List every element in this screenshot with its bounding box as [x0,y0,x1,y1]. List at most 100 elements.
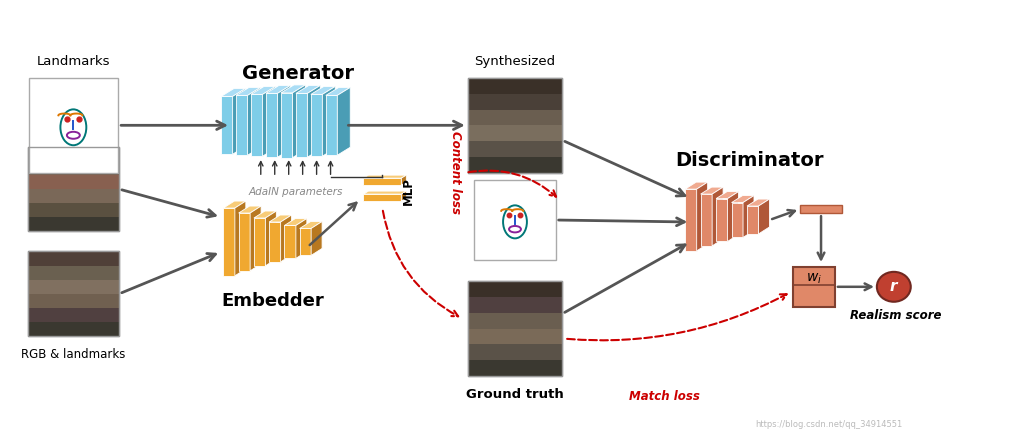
Polygon shape [281,93,292,158]
Polygon shape [697,182,707,251]
Polygon shape [292,85,306,158]
Polygon shape [239,213,250,271]
Polygon shape [732,196,754,202]
Polygon shape [747,206,758,234]
Polygon shape [221,97,233,154]
Polygon shape [284,225,296,258]
Polygon shape [716,198,728,241]
Polygon shape [235,201,246,276]
Text: Synthesized: Synthesized [474,55,556,68]
Polygon shape [224,208,235,276]
Polygon shape [728,192,739,241]
Polygon shape [247,88,261,155]
Text: https://blog.csdn.net/qq_34914551: https://blog.csdn.net/qq_34914551 [755,420,902,429]
Polygon shape [253,218,266,266]
FancyBboxPatch shape [28,147,120,161]
FancyBboxPatch shape [468,297,562,313]
FancyBboxPatch shape [800,205,842,213]
Polygon shape [296,93,308,157]
FancyBboxPatch shape [468,141,562,157]
FancyBboxPatch shape [28,147,120,232]
Polygon shape [743,196,754,237]
Polygon shape [269,215,291,222]
FancyBboxPatch shape [28,217,120,232]
Polygon shape [322,86,335,156]
FancyBboxPatch shape [28,280,120,294]
Polygon shape [364,194,402,201]
Polygon shape [251,86,276,94]
FancyBboxPatch shape [468,313,562,329]
Polygon shape [253,211,276,218]
Polygon shape [364,191,407,194]
Polygon shape [250,206,261,271]
Polygon shape [221,89,245,97]
Polygon shape [281,85,306,93]
Text: $\boldsymbol{r}$: $\boldsymbol{r}$ [889,279,899,294]
FancyBboxPatch shape [474,180,556,260]
Polygon shape [296,219,307,258]
Polygon shape [747,199,770,206]
Polygon shape [311,94,322,156]
Polygon shape [712,187,724,246]
Text: $\boldsymbol{w_i}$: $\boldsymbol{w_i}$ [806,272,822,286]
Polygon shape [364,175,407,178]
Polygon shape [251,94,263,156]
Polygon shape [732,202,743,237]
Polygon shape [685,189,697,251]
Text: AdaIN parameters: AdaIN parameters [248,187,342,197]
Polygon shape [263,86,276,156]
Text: MLP: MLP [402,177,415,205]
Polygon shape [239,206,261,213]
FancyBboxPatch shape [793,267,835,307]
FancyBboxPatch shape [468,360,562,376]
Polygon shape [326,88,351,95]
Text: Content loss: Content loss [450,131,462,214]
FancyBboxPatch shape [468,157,562,173]
FancyBboxPatch shape [28,175,120,189]
FancyBboxPatch shape [28,294,120,308]
Ellipse shape [877,272,911,302]
FancyBboxPatch shape [468,78,562,94]
Polygon shape [311,86,335,94]
FancyBboxPatch shape [28,161,120,175]
Polygon shape [685,182,707,189]
FancyBboxPatch shape [28,189,120,203]
Polygon shape [236,88,261,95]
Polygon shape [296,85,320,93]
Polygon shape [326,95,337,155]
Polygon shape [758,199,770,234]
FancyBboxPatch shape [28,308,120,322]
FancyBboxPatch shape [468,329,562,345]
Polygon shape [233,89,245,154]
Text: Match loss: Match loss [630,390,700,403]
FancyBboxPatch shape [468,281,562,376]
FancyBboxPatch shape [29,78,119,173]
FancyBboxPatch shape [28,251,120,266]
Polygon shape [281,215,291,262]
Polygon shape [308,85,320,157]
FancyBboxPatch shape [468,345,562,360]
FancyBboxPatch shape [468,94,562,110]
Polygon shape [364,178,402,185]
FancyBboxPatch shape [468,110,562,125]
Polygon shape [284,219,307,225]
FancyBboxPatch shape [468,78,562,173]
Polygon shape [337,88,351,155]
Polygon shape [701,187,724,194]
Text: Embedder: Embedder [222,292,324,310]
FancyBboxPatch shape [28,203,120,217]
Polygon shape [299,222,322,228]
Text: Discriminator: Discriminator [675,151,824,170]
Polygon shape [224,201,246,208]
Polygon shape [278,85,290,157]
Text: Ground truth: Ground truth [466,388,564,401]
Polygon shape [236,95,247,155]
FancyBboxPatch shape [28,251,120,336]
Text: Realism score: Realism score [850,309,941,322]
Polygon shape [402,175,407,185]
FancyBboxPatch shape [28,266,120,280]
FancyBboxPatch shape [468,125,562,141]
Polygon shape [269,222,281,262]
Polygon shape [266,93,278,157]
FancyBboxPatch shape [468,281,562,297]
